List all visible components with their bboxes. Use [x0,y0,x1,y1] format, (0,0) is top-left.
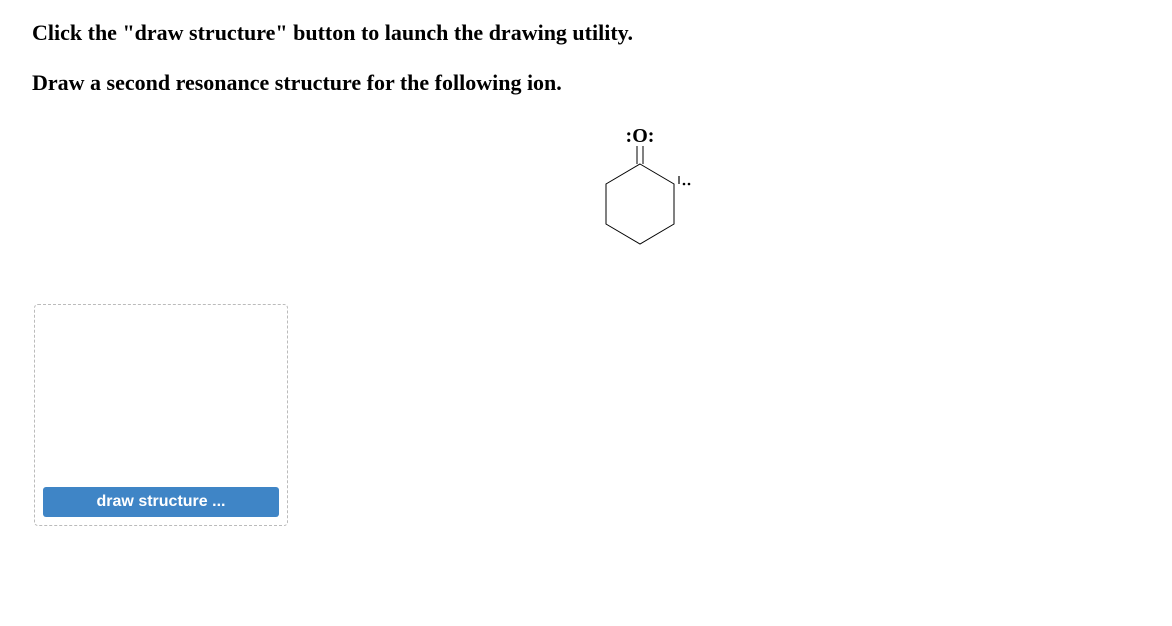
question-page: Click the "draw structure" button to lau… [0,0,1172,546]
draw-structure-panel: draw structure ... [34,304,288,526]
molecule-svg: :O: [572,126,712,276]
instruction-line-2: Draw a second resonance structure for th… [32,70,1140,96]
cyclohexane-ring [606,164,674,244]
carbanion-lone-pair-dot-2 [688,183,691,186]
draw-structure-button[interactable]: draw structure ... [43,487,279,517]
carbanion-lone-pair-dot-1 [683,183,686,186]
molecule-display: :O: [32,126,1140,276]
oxygen-atom-label: :O: [626,126,655,147]
instruction-line-1: Click the "draw structure" button to lau… [32,20,1140,46]
